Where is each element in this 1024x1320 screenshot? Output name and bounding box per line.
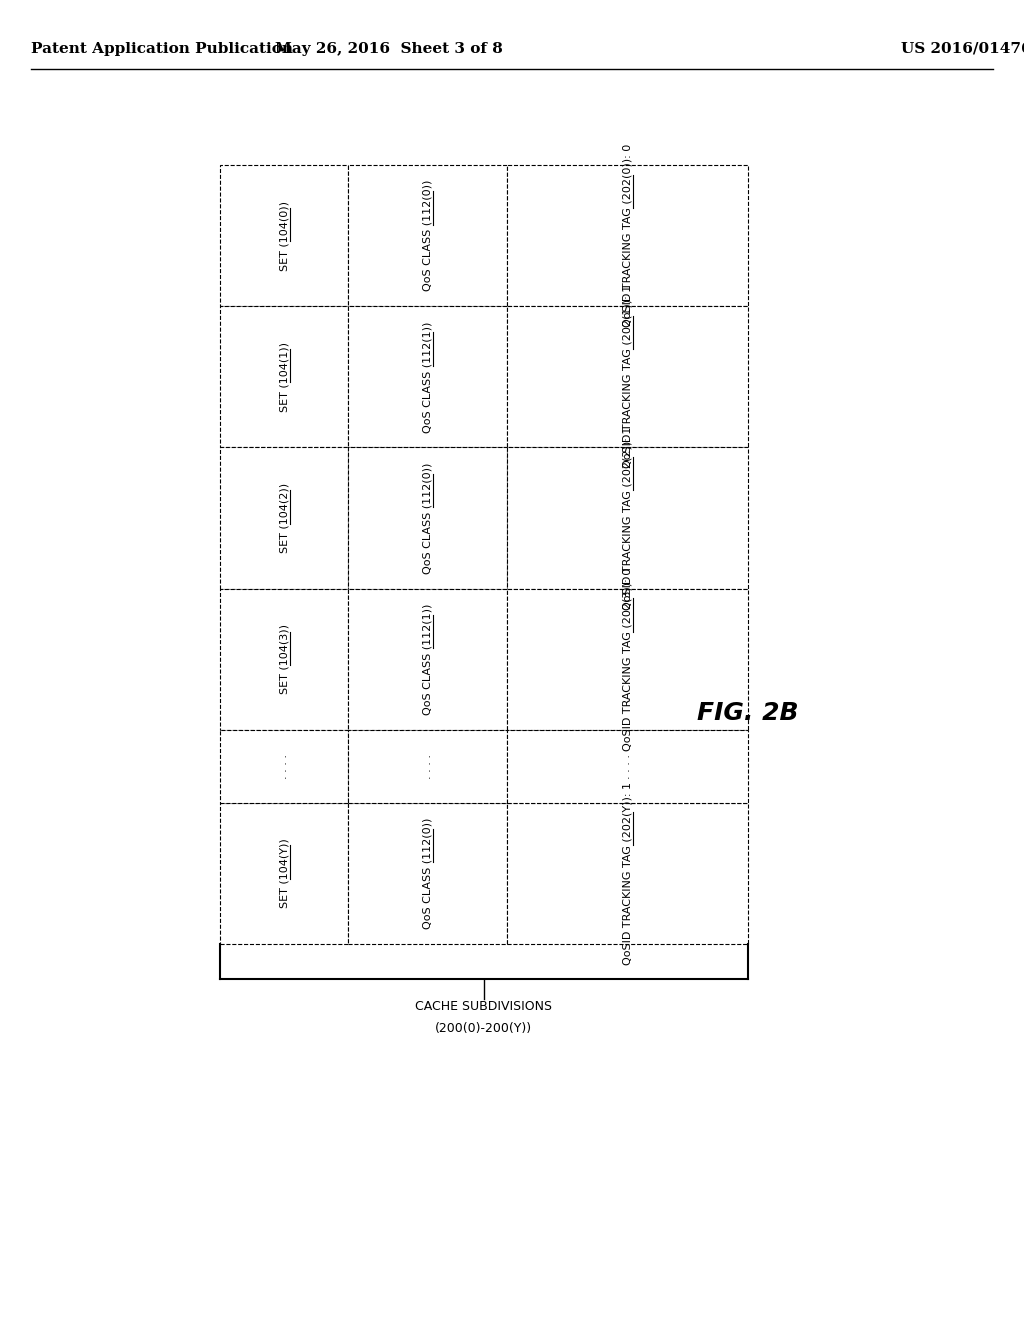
Text: SET (104(1)): SET (104(1))	[280, 342, 289, 412]
Text: May 26, 2016  Sheet 3 of 8: May 26, 2016 Sheet 3 of 8	[275, 42, 503, 55]
Text: SET (104(2)): SET (104(2))	[280, 483, 289, 553]
Bar	[348, 447, 507, 589]
Text: SET (104(Y)): SET (104(Y))	[280, 838, 289, 908]
Text: QoS CLASS (112(1)): QoS CLASS (112(1))	[423, 603, 432, 715]
Bar	[220, 730, 348, 803]
Bar	[220, 306, 348, 447]
Bar	[507, 165, 748, 306]
Bar	[507, 306, 748, 447]
Bar	[348, 165, 507, 306]
Text: QoSID TRACKING TAG (202(Y)): 1: QoSID TRACKING TAG (202(Y)): 1	[623, 781, 632, 965]
Bar	[507, 803, 748, 944]
Text: QoSID TRACKING TAG (202(3)): 0: QoSID TRACKING TAG (202(3)): 0	[623, 568, 632, 751]
Text: (200(0)-200(Y)): (200(0)-200(Y))	[435, 1022, 532, 1035]
Bar	[348, 306, 507, 447]
Bar	[220, 803, 348, 944]
Text: FIG. 2B: FIG. 2B	[696, 701, 799, 725]
Text: US 2016/0147655 A1: US 2016/0147655 A1	[901, 42, 1024, 55]
Bar	[507, 447, 748, 589]
Bar	[507, 589, 748, 730]
Text: Patent Application Publication: Patent Application Publication	[31, 42, 293, 55]
Text: QoS CLASS (112(0)): QoS CLASS (112(0))	[423, 462, 432, 574]
Bar	[348, 589, 507, 730]
Bar	[348, 803, 507, 944]
Text: QoS CLASS (112(1)): QoS CLASS (112(1))	[423, 321, 432, 433]
Text: . . . .: . . . .	[623, 754, 632, 779]
Text: CACHE SUBDIVISIONS: CACHE SUBDIVISIONS	[416, 999, 552, 1012]
Text: QoSID TRACKING TAG (202(0)): 0: QoSID TRACKING TAG (202(0)): 0	[623, 144, 632, 327]
Bar	[220, 447, 348, 589]
Text: . . . .: . . . .	[280, 754, 289, 779]
Text: QoSID TRACKING TAG (202(1)): 1: QoSID TRACKING TAG (202(1)): 1	[623, 285, 632, 469]
Text: QoS CLASS (112(0)): QoS CLASS (112(0))	[423, 180, 432, 292]
Text: SET (104(0)): SET (104(0))	[280, 201, 289, 271]
Text: QoS CLASS (112(0)): QoS CLASS (112(0))	[423, 817, 432, 929]
Text: QoSID TRACKING TAG (202(2)): 1: QoSID TRACKING TAG (202(2)): 1	[623, 426, 632, 610]
Bar	[507, 730, 748, 803]
Text: SET (104(3)): SET (104(3))	[280, 624, 289, 694]
Bar	[220, 589, 348, 730]
Text: . . . .: . . . .	[423, 754, 432, 779]
Bar	[220, 165, 348, 306]
Bar	[348, 730, 507, 803]
